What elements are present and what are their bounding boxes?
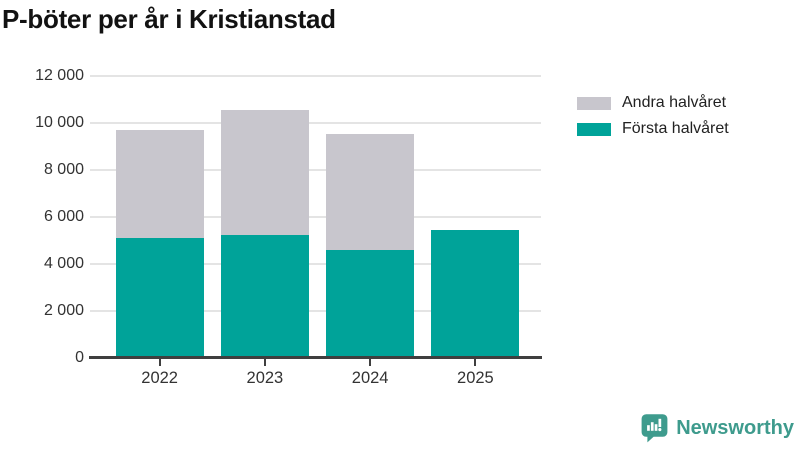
bar-segment-första-halvåret [115,238,204,358]
y-axis-tick-label: 2 000 [43,302,84,319]
y-axis-tick-label: 12 000 [35,67,84,84]
bar-segment-andra-halvåret [220,110,309,235]
gridline [90,75,541,77]
newsworthy-branding: Newsworthy [640,413,794,443]
x-axis-tick-label: 2022 [141,369,178,387]
legend-item-andra-halvaret: Andra halvåret [577,93,729,113]
chart-title: P-böter per år i Kristianstad [2,4,336,34]
legend-label: Första halvåret [622,120,729,137]
gridline [90,216,541,218]
legend-swatch-forsta [577,122,611,136]
newsworthy-wordmark: Newsworthy [676,416,794,439]
bar-segment-andra-halvåret [115,130,204,239]
y-axis-tick-label: 0 [75,349,84,366]
chart-legend: Andra halvåret Första halvåret [577,93,729,145]
gridline [90,169,541,171]
y-axis-tick-label: 4 000 [43,255,84,272]
gridline [90,310,541,312]
bar-segment-första-halvåret [220,234,309,358]
y-axis-tick-label: 10 000 [35,114,84,131]
legend-swatch-andra [577,96,611,110]
x-axis-tick-label: 2024 [351,369,389,387]
bar-segment-första-halvåret [431,229,520,358]
gridline [90,122,541,124]
bar-segment-första-halvåret [326,249,415,358]
legend-item-forsta-halvaret: Första halvåret [577,119,729,139]
x-axis-tick-label: 2023 [246,369,284,387]
x-axis-tick [263,359,266,366]
newsworthy-logo-icon [640,413,669,443]
legend-label: Andra halvåret [622,94,727,111]
y-axis-tick-label: 8 000 [43,161,84,178]
x-axis-tick-label: 2025 [457,369,494,387]
bar-segment-andra-halvåret [326,133,415,250]
x-axis-line [89,356,542,359]
x-axis-tick [158,359,161,366]
y-axis-tick-label: 6 000 [43,208,84,225]
x-axis-tick [369,359,372,366]
gridline [90,263,541,265]
x-axis-tick [474,359,477,366]
